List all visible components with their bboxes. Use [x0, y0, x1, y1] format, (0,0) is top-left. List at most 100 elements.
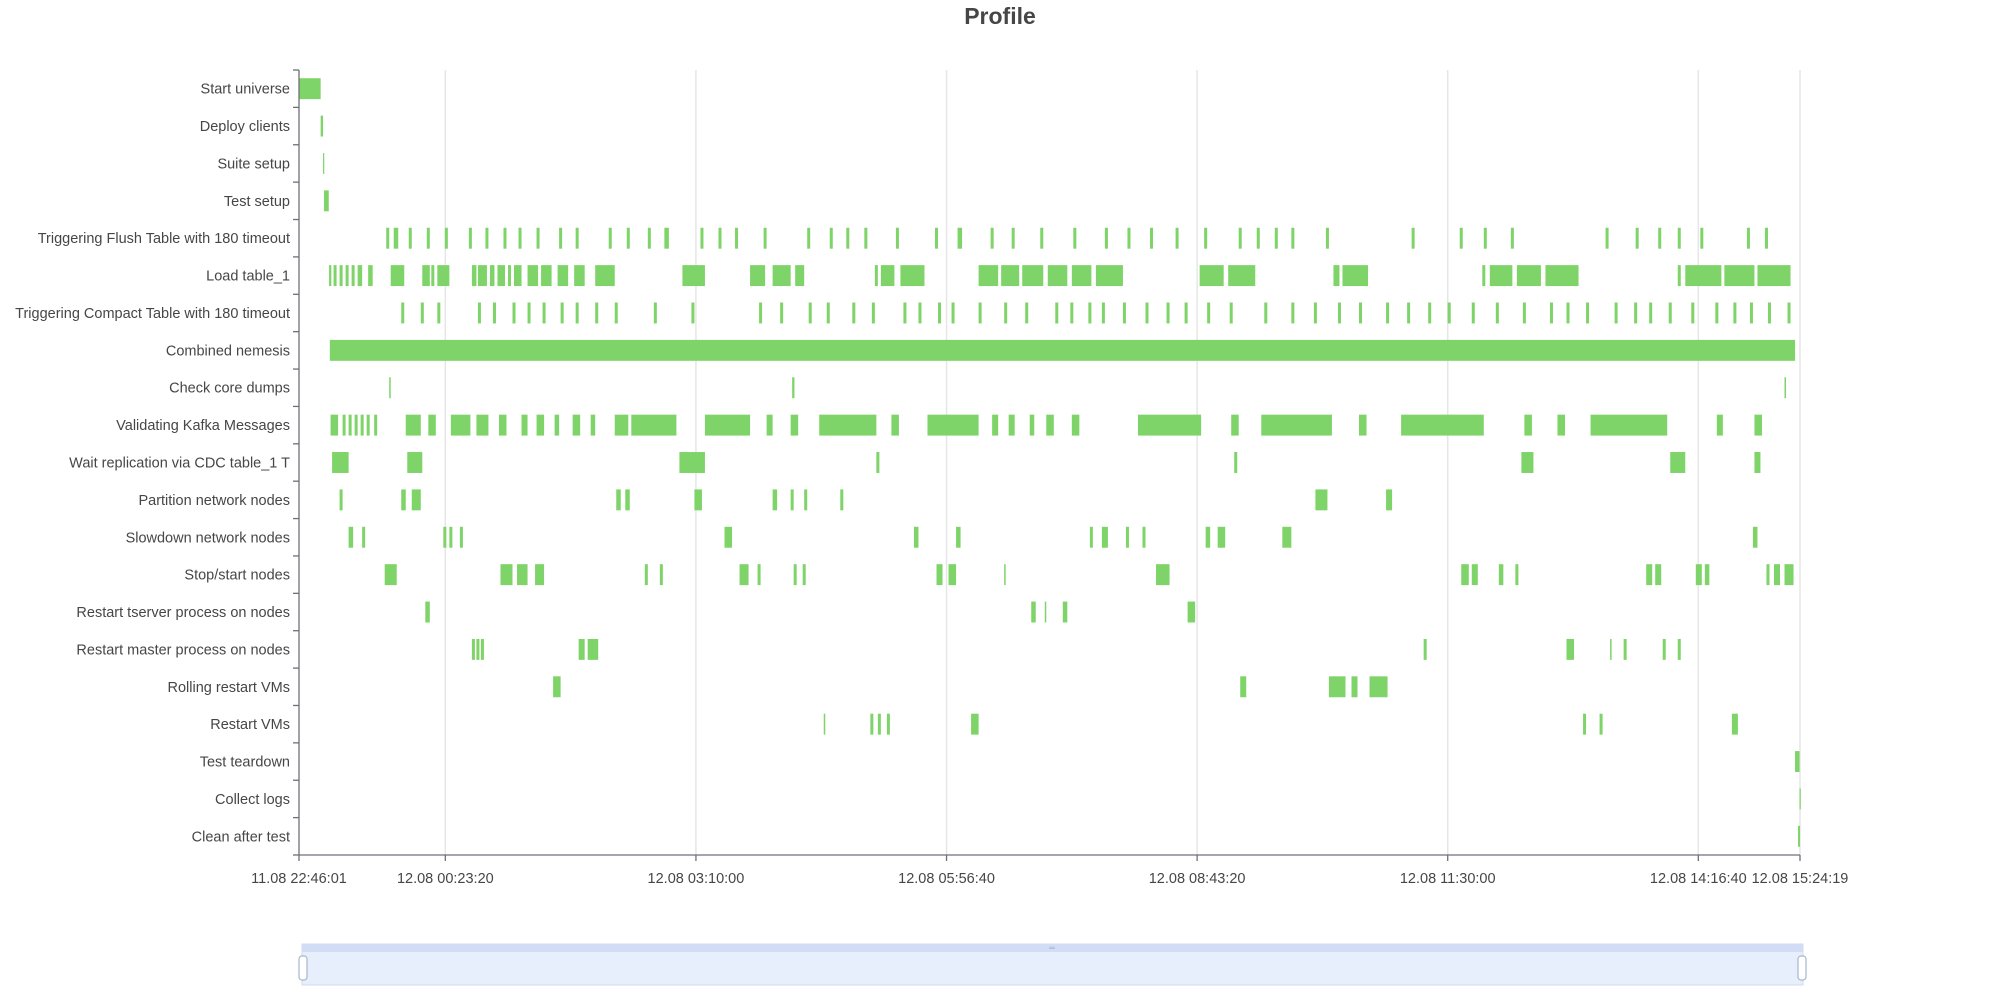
gantt-bar[interactable] — [1662, 638, 1666, 660]
gantt-bar[interactable] — [1205, 526, 1211, 548]
gantt-bar[interactable] — [339, 265, 343, 287]
gantt-bar[interactable] — [374, 414, 378, 436]
gantt-bar[interactable] — [1104, 227, 1108, 249]
gantt-bar[interactable] — [1498, 564, 1504, 586]
gantt-bar[interactable] — [1156, 564, 1170, 586]
gantt-bar[interactable] — [1510, 227, 1514, 249]
gantt-bar[interactable] — [1795, 751, 1800, 773]
gantt-bar[interactable] — [444, 227, 448, 249]
gantt-bar[interactable] — [401, 489, 406, 511]
gantt-bar[interactable] — [1428, 302, 1432, 324]
gantt-bar[interactable] — [876, 452, 880, 473]
gantt-bar[interactable] — [956, 526, 961, 548]
gantt-bar[interactable] — [691, 302, 695, 324]
gantt-bar[interactable] — [366, 414, 370, 436]
gantt-bar[interactable] — [614, 414, 629, 436]
gantt-bar[interactable] — [329, 339, 1796, 361]
gantt-bar[interactable] — [1716, 414, 1723, 436]
gantt-bar[interactable] — [829, 227, 833, 249]
gantt-bar[interactable] — [1101, 302, 1105, 324]
gantt-bar[interactable] — [790, 489, 794, 511]
gantt-bar[interactable] — [1315, 489, 1328, 511]
gantt-bar[interactable] — [659, 564, 663, 586]
gantt-bar[interactable] — [407, 452, 423, 473]
gantt-bar[interactable] — [918, 302, 922, 324]
gantt-bar[interactable] — [1461, 564, 1469, 586]
gantt-bar[interactable] — [1566, 302, 1570, 324]
gantt-bar[interactable] — [360, 414, 364, 436]
gantt-bar[interactable] — [393, 227, 399, 249]
gantt-bar[interactable] — [362, 526, 366, 548]
gantt-bar[interactable] — [521, 414, 528, 436]
gantt-bar[interactable] — [1044, 601, 1047, 623]
gantt-bar[interactable] — [766, 414, 773, 436]
gantt-bar[interactable] — [1055, 302, 1059, 324]
gantt-bar[interactable] — [330, 414, 339, 436]
gantt-bar[interactable] — [559, 227, 563, 249]
gantt-bar[interactable] — [704, 414, 751, 436]
gantt-bar[interactable] — [1668, 302, 1672, 324]
gantt-bar[interactable] — [694, 489, 702, 511]
gantt-bar[interactable] — [826, 302, 830, 324]
gantt-bar[interactable] — [518, 227, 522, 249]
gantt-bar[interactable] — [389, 377, 391, 399]
gantt-bar[interactable] — [1623, 638, 1627, 660]
gantt-bar[interactable] — [431, 265, 435, 287]
gantt-bar[interactable] — [891, 414, 899, 436]
gantt-bar[interactable] — [951, 302, 955, 324]
gantt-bar[interactable] — [1590, 414, 1668, 436]
gantt-bar[interactable] — [553, 676, 561, 698]
gantt-bar[interactable] — [477, 265, 487, 287]
datazoom-slider[interactable]: ═ — [298, 943, 1807, 986]
gantt-bar[interactable] — [1337, 302, 1341, 324]
gantt-bar[interactable] — [320, 115, 324, 137]
gantt-bar[interactable] — [653, 302, 657, 324]
gantt-bar[interactable] — [625, 489, 630, 511]
gantt-bar[interactable] — [823, 713, 826, 735]
gantt-bar[interactable] — [1089, 526, 1093, 548]
gantt-bar[interactable] — [408, 227, 412, 249]
gantt-bar[interactable] — [1386, 489, 1393, 511]
gantt-bar[interactable] — [871, 302, 875, 324]
gantt-bar[interactable] — [1025, 302, 1029, 324]
gantt-bar[interactable] — [1634, 302, 1638, 324]
gantt-bar[interactable] — [1231, 414, 1239, 436]
gantt-bar[interactable] — [1004, 564, 1006, 586]
gantt-bar[interactable] — [978, 302, 982, 324]
gantt-bar[interactable] — [772, 265, 791, 287]
gantt-bar[interactable] — [750, 265, 766, 287]
gantt-bar[interactable] — [870, 713, 874, 735]
gantt-bar[interactable] — [1401, 414, 1484, 436]
gantt-bar[interactable] — [804, 489, 808, 511]
gantt-bar[interactable] — [935, 227, 939, 249]
gantt-bar[interactable] — [348, 526, 354, 548]
gantt-bar[interactable] — [299, 78, 321, 100]
gantt-bar[interactable] — [1291, 302, 1295, 324]
gantt-bar[interactable] — [1749, 302, 1753, 324]
gantt-bar[interactable] — [1062, 601, 1068, 623]
gantt-bar[interactable] — [1784, 564, 1794, 586]
gantt-bar[interactable] — [1386, 302, 1390, 324]
gantt-bar[interactable] — [333, 265, 337, 287]
gantt-bar[interactable] — [578, 638, 585, 660]
gantt-bar[interactable] — [1764, 227, 1768, 249]
gantt-bar[interactable] — [948, 564, 957, 586]
gantt-bar[interactable] — [420, 302, 424, 324]
gantt-bar[interactable] — [1125, 526, 1129, 548]
gantt-bar[interactable] — [468, 227, 472, 249]
gantt-bar[interactable] — [357, 265, 363, 287]
gantt-bar[interactable] — [492, 302, 496, 324]
gantt-bar[interactable] — [992, 414, 999, 436]
gantt-bar[interactable] — [342, 414, 346, 436]
gantt-bar[interactable] — [1724, 265, 1755, 287]
gantt-bar[interactable] — [351, 265, 355, 287]
gantt-bar[interactable] — [900, 265, 925, 287]
gantt-bar[interactable] — [1545, 265, 1579, 287]
gantt-bar[interactable] — [1137, 414, 1202, 436]
gantt-bar[interactable] — [1655, 564, 1662, 586]
gantt-bar[interactable] — [1142, 526, 1146, 548]
gantt-bar[interactable] — [739, 564, 749, 586]
gantt-bar[interactable] — [1522, 302, 1526, 324]
gantt-bar[interactable] — [1423, 638, 1427, 660]
gantt-bar[interactable] — [1635, 227, 1639, 249]
